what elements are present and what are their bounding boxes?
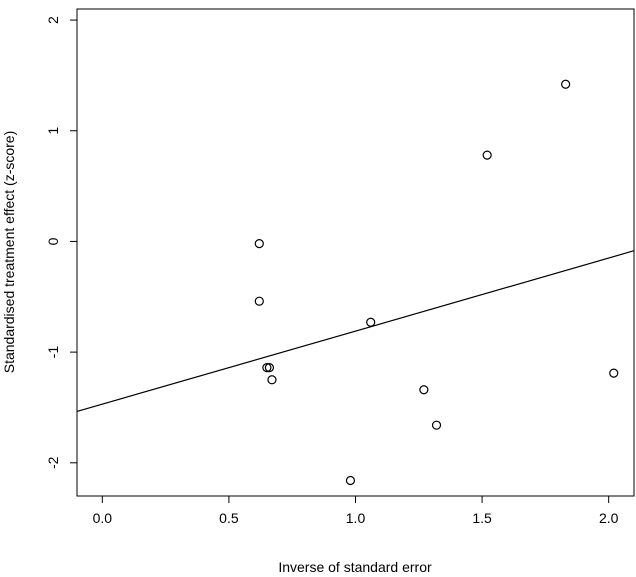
y-tick-label: 1 (45, 127, 61, 135)
x-tick-label: 0.5 (219, 510, 239, 526)
y-tick-label: -2 (45, 456, 61, 469)
plot-frame (76, 8, 635, 497)
y-axis: -2 -1 0 1 2 (45, 16, 77, 469)
data-point (419, 385, 429, 395)
data-point (345, 475, 356, 486)
data-points (254, 79, 619, 486)
data-point (366, 317, 376, 327)
data-point (254, 296, 264, 306)
data-point (267, 375, 277, 385)
x-tick-label: 2.0 (599, 510, 619, 526)
data-point (262, 363, 272, 373)
data-point (561, 79, 571, 89)
x-tick-label: 1.5 (472, 510, 492, 526)
data-point (482, 150, 492, 160)
y-tick-label: -1 (45, 346, 61, 359)
data-point (264, 363, 275, 373)
x-axis: 0.0 0.5 1.0 1.5 2.0 (93, 496, 619, 526)
y-tick-label: 2 (45, 16, 61, 24)
data-point (431, 420, 442, 430)
y-axis-label: Standardised treatment effect (z-score) (1, 131, 17, 374)
data-point (254, 239, 264, 249)
x-tick-label: 0.0 (93, 510, 113, 526)
data-point (609, 368, 619, 378)
regression-line (76, 250, 635, 413)
x-tick-label: 1.0 (346, 510, 366, 526)
y-tick-label: 0 (45, 237, 61, 245)
x-axis-label: Inverse of standard error (278, 559, 432, 575)
